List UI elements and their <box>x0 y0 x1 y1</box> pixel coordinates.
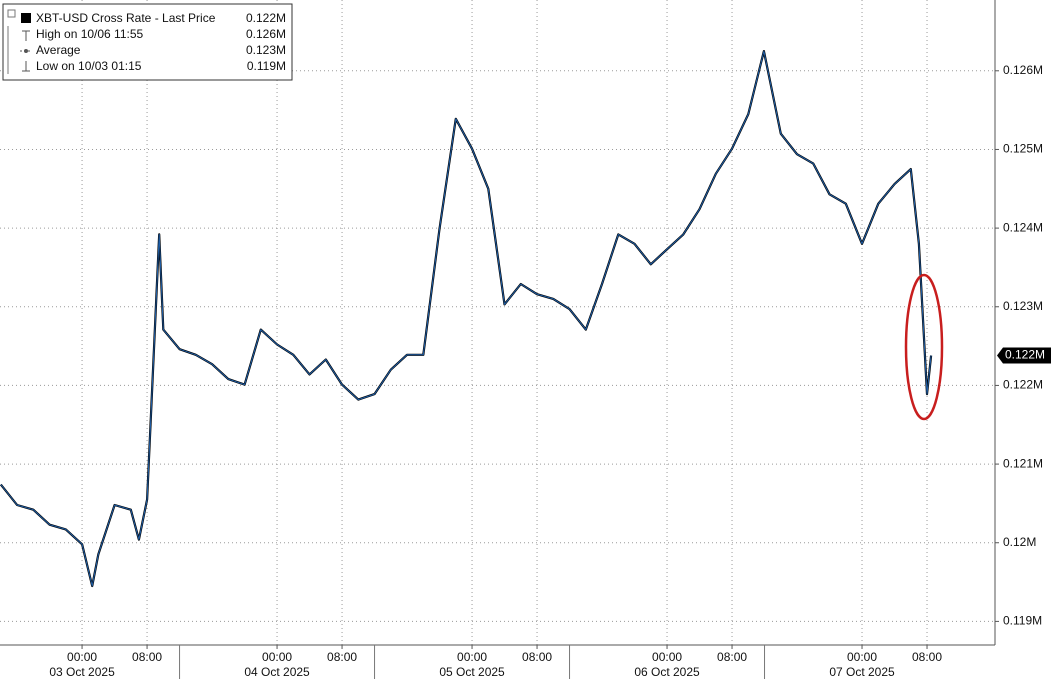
legend-swatch <box>21 13 31 23</box>
legend-box <box>2 3 293 81</box>
x-tick-label: 00:00 <box>67 650 97 664</box>
date-label: 06 Oct 2025 <box>634 665 700 679</box>
legend-tree <box>7 9 16 74</box>
legend-value: 0.123M <box>246 43 286 57</box>
last-price-tag <box>997 347 1051 364</box>
legend-icon <box>24 49 28 53</box>
x-tick-label: 00:00 <box>847 650 877 664</box>
legend-value: 0.126M <box>246 27 286 41</box>
legend: XBT-USD Cross Rate - Last Price 0.122M H… <box>2 3 293 81</box>
legend-value: 0.119M <box>247 59 286 73</box>
y-tick-label: 0.126M <box>1003 63 1043 77</box>
x-tick-label: 00:00 <box>262 650 292 664</box>
x-tick-label: 08:00 <box>132 650 162 664</box>
legend-icon <box>22 30 30 41</box>
legend-icon <box>22 61 30 72</box>
legend-label: Average <box>36 43 81 57</box>
date-label: 05 Oct 2025 <box>439 665 505 679</box>
x-tick-label: 08:00 <box>522 650 552 664</box>
legend-label: Low on 10/03 01:15 <box>36 59 142 73</box>
legend-label: High on 10/06 11:55 <box>36 27 144 41</box>
y-tick-label: 0.119M <box>1003 614 1042 628</box>
x-tick-label: 00:00 <box>652 650 682 664</box>
y-tick-label: 0.12M <box>1003 535 1036 549</box>
y-tick-label: 0.121M <box>1003 456 1043 470</box>
x-tick-label: 08:00 <box>912 650 942 664</box>
y-tick-label: 0.124M <box>1003 220 1043 234</box>
legend-value: 0.122M <box>246 11 286 25</box>
y-tick-label: 0.122M <box>1003 378 1043 392</box>
date-label: 03 Oct 2025 <box>49 665 115 679</box>
highlight-ellipse <box>904 273 944 421</box>
date-label: 04 Oct 2025 <box>244 665 310 679</box>
x-tick-label: 08:00 <box>327 650 357 664</box>
y-tick-label: 0.125M <box>1003 142 1043 156</box>
date-label: 07 Oct 2025 <box>829 665 895 679</box>
last-price-label: 0.122M <box>1005 348 1045 362</box>
x-tick-label: 08:00 <box>717 650 747 664</box>
legend-label: XBT-USD Cross Rate - Last Price <box>36 11 216 25</box>
x-tick-label: 00:00 <box>457 650 487 664</box>
price-line-highlight <box>0 50 932 587</box>
y-tick-label: 0.123M <box>1003 299 1043 313</box>
